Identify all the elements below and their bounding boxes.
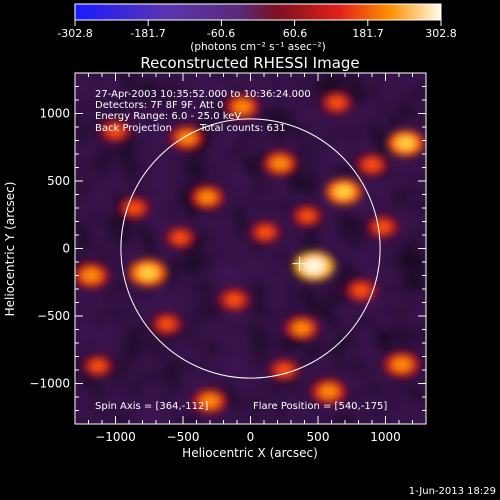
x-tick-label: 500 — [307, 430, 330, 444]
y-tick-label: −1000 — [29, 377, 70, 391]
hotspot-core — [276, 363, 293, 377]
y-axis-label: Heliocentric Y (arcsec) — [3, 182, 17, 317]
hotspot-core — [107, 124, 124, 138]
annotation-detectors: Detectors: 7F 8F 9F, Att 0 — [95, 100, 223, 111]
colorbar — [74, 3, 442, 21]
hotspot-core — [374, 220, 392, 234]
chart-title: Reconstructed RHESSI Image — [140, 54, 359, 72]
x-axis-label: Heliocentric X (arcsec) — [182, 446, 318, 460]
heatmap-image — [75, 73, 426, 424]
hotspot-core — [396, 136, 416, 151]
hotspot-core — [178, 131, 197, 145]
y-tick-label: 0 — [62, 242, 70, 256]
colorbar-tick-5: 302.8 — [425, 27, 457, 40]
x-tick-label: −500 — [167, 430, 200, 444]
hotspot-core — [334, 184, 354, 199]
footer-timestamp: 1-Jun-2013 18:29 — [409, 486, 496, 497]
hotspot-core — [352, 284, 370, 297]
hotspot-core — [271, 156, 290, 171]
colorbar-tick-4: 181.7 — [352, 27, 384, 40]
annotation-method: Back Projection — [95, 123, 172, 134]
annotation-time-range: 27-Apr-2003 10:35:52.000 to 10:36:24.000 — [95, 89, 311, 100]
flare-position-marker — [292, 256, 307, 271]
hotspot-core — [292, 321, 311, 335]
colorbar-tick-1: -181.7 — [130, 27, 165, 40]
hotspot-core — [328, 96, 346, 109]
colorbar-tick-3: 60.6 — [283, 27, 308, 40]
y-tick-label: −500 — [37, 309, 70, 323]
hotspot-core — [137, 265, 159, 281]
colorbar-ticks — [74, 20, 442, 26]
hotspot-core — [363, 158, 381, 171]
hotspot-core — [299, 210, 316, 223]
hotspot-core — [201, 394, 219, 408]
hotspot-core — [172, 231, 189, 244]
colorbar-unit-label: (photons cm⁻² s⁻¹ asec⁻²) — [190, 41, 325, 53]
hotspot-core — [233, 100, 252, 114]
hotspot-core — [303, 258, 325, 275]
hotspot-core — [225, 293, 243, 307]
x-tick-label: 1000 — [370, 430, 401, 444]
y-tick-label: 1000 — [39, 107, 70, 121]
y-tick-label: 500 — [47, 174, 70, 188]
x-tick-label: −1000 — [95, 430, 136, 444]
hotspot-core — [257, 226, 274, 239]
colorbar-tick-2: -60.6 — [207, 27, 235, 40]
solar-limb-circle — [120, 118, 381, 379]
annotation-energy-range: Energy Range: 6.0 - 25.0 keV — [95, 111, 241, 122]
hotspot-core — [81, 268, 101, 283]
hotspot-core — [158, 318, 176, 331]
annotation-flare-position: Flare Position = [540,-175] — [253, 401, 387, 412]
axis-ticks — [75, 73, 426, 424]
hotspot-core — [125, 201, 143, 215]
hotspot-core — [198, 190, 217, 204]
annotation-total-counts: Total counts: 631 — [199, 123, 286, 134]
hotspot-core — [392, 357, 412, 372]
x-tick-label: 0 — [247, 430, 255, 444]
hotspot-core — [89, 360, 107, 372]
hotspot-core — [319, 384, 338, 399]
annotation-spin-axis: Spin Axis = [364,-112] — [95, 401, 208, 412]
colorbar-tick-0: -302.8 — [57, 27, 92, 40]
